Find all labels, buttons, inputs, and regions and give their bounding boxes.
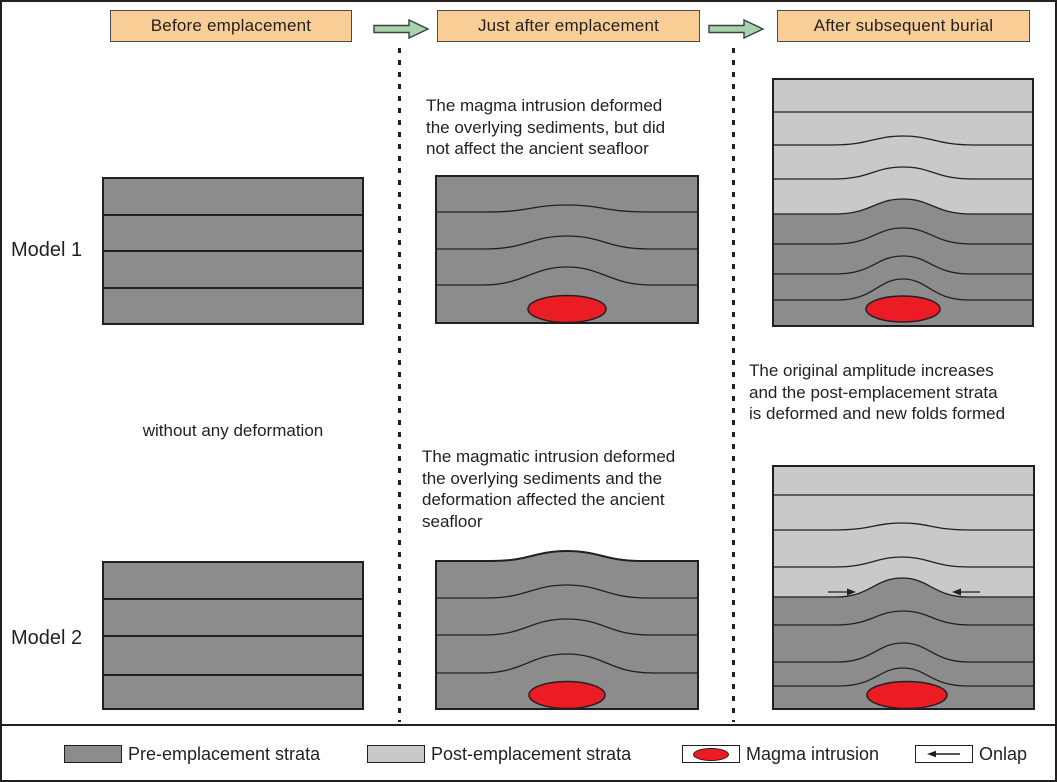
legend-label-onlap: Onlap <box>979 743 1028 764</box>
diagram-border <box>772 465 1035 710</box>
model2-before-diagram <box>102 561 364 710</box>
pre-strata-body <box>773 199 1033 326</box>
strata-line <box>773 227 1033 245</box>
pre-strata-swatch <box>64 745 122 763</box>
magma-intrusion-ellipse <box>866 680 948 710</box>
strata-line <box>436 266 698 286</box>
model2-after-diagram <box>435 550 699 710</box>
model2-burial-diagram <box>772 465 1035 710</box>
model1-burial-diagram <box>772 78 1034 327</box>
legend-item-pre-strata: Pre-emplacement strata <box>64 743 320 765</box>
legend-label-post: Post-emplacement strata <box>431 743 632 764</box>
model1-after-diagram <box>435 175 699 324</box>
pre-strata-body <box>435 550 699 710</box>
strata-line <box>773 610 1034 626</box>
strata-line <box>104 598 362 600</box>
strata-line <box>773 556 1034 568</box>
model1-before-diagram <box>102 177 364 325</box>
strata-line <box>436 618 698 636</box>
arrow-right-icon <box>373 18 430 40</box>
stage-label-before: Before emplacement <box>150 16 312 35</box>
strata-line <box>773 166 1033 180</box>
legend-item-magma: Magma intrusion <box>682 743 879 765</box>
strata-line <box>773 255 1033 275</box>
stage-header-burial: After subsequent burial <box>777 10 1030 42</box>
stage-header-just-after: Just after emplacement <box>437 10 700 42</box>
model1-after-note: The magma intrusion deformed the overlyi… <box>426 96 666 159</box>
post-strata-swatch <box>367 745 425 763</box>
strata-line <box>773 278 1033 301</box>
strata-line <box>104 250 362 252</box>
legend-label-magma: Magma intrusion <box>746 743 880 764</box>
model1-label: Model 1 <box>11 239 83 261</box>
stage-header-before: Before emplacement <box>110 10 352 42</box>
column-divider-dashed-2 <box>732 48 735 722</box>
magma-intrusion-ellipse <box>528 680 606 710</box>
stage-label-just-after: Just after emplacement <box>477 16 660 35</box>
onlap-arrow-left-icon <box>828 588 856 596</box>
legend-item-post-strata: Post-emplacement strata <box>367 743 631 765</box>
strata-line <box>773 667 1034 687</box>
flow-arrow-icon-2 <box>708 18 765 40</box>
strata-line <box>104 287 362 289</box>
strata-line <box>436 584 698 599</box>
strata-line <box>104 674 362 676</box>
column-divider-dashed-1 <box>398 48 401 722</box>
strata-line <box>104 635 362 637</box>
onlap-swatch <box>915 745 973 763</box>
emplacement-boundary-line <box>773 198 1033 215</box>
legend-item-onlap: Onlap <box>915 743 1027 765</box>
strata-line <box>773 642 1034 663</box>
strata-line <box>773 135 1033 146</box>
burial-note: The original amplitude increases and the… <box>749 361 1006 424</box>
strata-line <box>773 522 1034 531</box>
magma-intrusion-ellipse <box>527 294 607 324</box>
emplacement-boundary-line <box>773 577 1034 598</box>
strata-line <box>104 214 362 216</box>
magma-ellipse-icon <box>693 747 729 761</box>
model2-label: Model 2 <box>11 627 83 649</box>
arrow-right-icon <box>708 18 765 40</box>
strata-line <box>436 653 698 674</box>
model2-after-note: The magmatic intrusion deformed the over… <box>422 447 676 531</box>
strata-line <box>436 204 698 213</box>
before-note: without any deformation <box>142 421 324 440</box>
legend-label-pre: Pre-emplacement strata <box>128 743 321 764</box>
magma-swatch <box>682 745 740 763</box>
onlap-arrow-right-icon <box>952 588 980 596</box>
onlap-arrow-icon <box>927 750 960 758</box>
strata-line <box>436 235 698 250</box>
diagram-border <box>772 78 1034 327</box>
legend-separator <box>2 724 1055 726</box>
flow-arrow-icon-1 <box>373 18 430 40</box>
stage-label-burial: After subsequent burial <box>813 16 994 35</box>
magma-intrusion-ellipse <box>865 295 941 323</box>
